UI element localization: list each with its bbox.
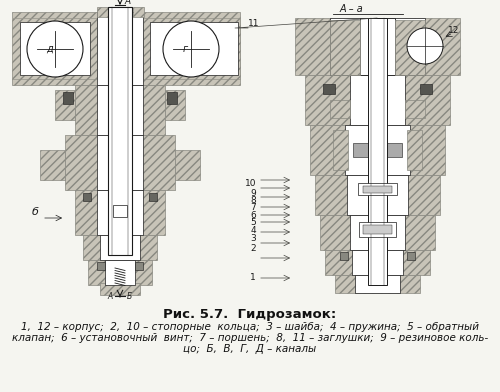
Bar: [97, 7, 108, 17]
Text: 2: 2: [250, 243, 256, 252]
Bar: [320, 215, 435, 250]
Text: 10: 10: [244, 178, 256, 187]
Bar: [97, 85, 143, 135]
Bar: [175, 150, 200, 180]
Text: 7: 7: [250, 203, 256, 212]
Bar: [88, 260, 152, 285]
Bar: [135, 262, 143, 270]
Bar: [353, 143, 402, 157]
Text: б: б: [32, 207, 39, 217]
Bar: [12, 12, 240, 85]
Bar: [310, 125, 445, 175]
Text: 3: 3: [250, 234, 256, 243]
Bar: [113, 205, 127, 217]
Bar: [295, 18, 460, 75]
Bar: [405, 100, 425, 118]
Text: 1: 1: [250, 274, 256, 283]
Bar: [167, 92, 177, 104]
Bar: [333, 130, 348, 170]
Bar: [63, 92, 73, 104]
Bar: [340, 252, 348, 260]
Bar: [359, 222, 396, 237]
Bar: [75, 85, 165, 135]
Text: клапан;  6 – установочный  винт;  7 – поршень;  8,  11 – заглушки;  9 – резиново: клапан; 6 – установочный винт; 7 – порше…: [12, 333, 488, 343]
Circle shape: [27, 21, 83, 77]
Bar: [83, 235, 157, 260]
Text: 12: 12: [448, 26, 460, 35]
Text: 1,  12 – корпус;  2,  10 – стопорные  кольца;  3 – шайба;  4 – пружина;  5 – обр: 1, 12 – корпус; 2, 10 – стопорные кольца…: [21, 322, 479, 332]
Bar: [358, 183, 397, 195]
Bar: [100, 283, 140, 295]
Bar: [143, 18, 240, 79]
Bar: [75, 190, 165, 235]
Text: Б: Б: [127, 292, 132, 301]
Bar: [133, 7, 144, 17]
Text: А: А: [107, 292, 112, 301]
Bar: [420, 84, 432, 94]
Bar: [350, 75, 405, 125]
Bar: [363, 186, 392, 193]
Bar: [325, 250, 430, 275]
Text: цо;  Б,  В,  Г,  Д – каналы: цо; Б, В, Г, Д – каналы: [184, 344, 316, 354]
Bar: [315, 175, 440, 215]
Text: д: д: [46, 44, 53, 54]
Bar: [108, 7, 132, 255]
Bar: [363, 225, 392, 234]
Bar: [345, 125, 410, 175]
Bar: [305, 75, 450, 125]
Bar: [105, 260, 135, 285]
Bar: [352, 250, 403, 275]
Bar: [97, 190, 143, 235]
Bar: [330, 18, 425, 75]
Text: Рис. 5.7.  Гидрозамок:: Рис. 5.7. Гидрозамок:: [164, 308, 336, 321]
Bar: [97, 135, 143, 190]
Bar: [330, 20, 360, 75]
Bar: [368, 18, 387, 285]
Text: 11: 11: [248, 19, 260, 28]
Text: 6: 6: [250, 211, 256, 220]
Circle shape: [163, 21, 219, 77]
Bar: [360, 18, 395, 75]
Bar: [12, 18, 97, 79]
Bar: [20, 22, 90, 75]
Bar: [350, 215, 405, 250]
Bar: [97, 12, 143, 85]
Text: А – а: А – а: [340, 4, 364, 14]
Bar: [40, 150, 65, 180]
Bar: [335, 275, 420, 293]
Bar: [407, 130, 422, 170]
Bar: [100, 235, 140, 260]
Text: 9: 9: [250, 189, 256, 198]
Bar: [330, 100, 350, 118]
Bar: [55, 90, 75, 120]
Bar: [395, 20, 425, 75]
Bar: [108, 7, 132, 22]
Text: г: г: [183, 44, 188, 54]
Text: 8: 8: [250, 196, 256, 205]
Text: 4: 4: [250, 225, 256, 234]
Bar: [83, 193, 91, 201]
Bar: [165, 90, 185, 120]
Bar: [149, 193, 157, 201]
Bar: [97, 262, 105, 270]
Text: 5: 5: [250, 218, 256, 227]
Bar: [65, 135, 175, 190]
Text: А: А: [124, 0, 130, 6]
Bar: [355, 275, 400, 293]
Bar: [323, 84, 335, 94]
Circle shape: [407, 28, 443, 64]
Bar: [150, 22, 238, 75]
Bar: [347, 175, 408, 215]
Bar: [407, 252, 415, 260]
Bar: [12, 18, 97, 79]
